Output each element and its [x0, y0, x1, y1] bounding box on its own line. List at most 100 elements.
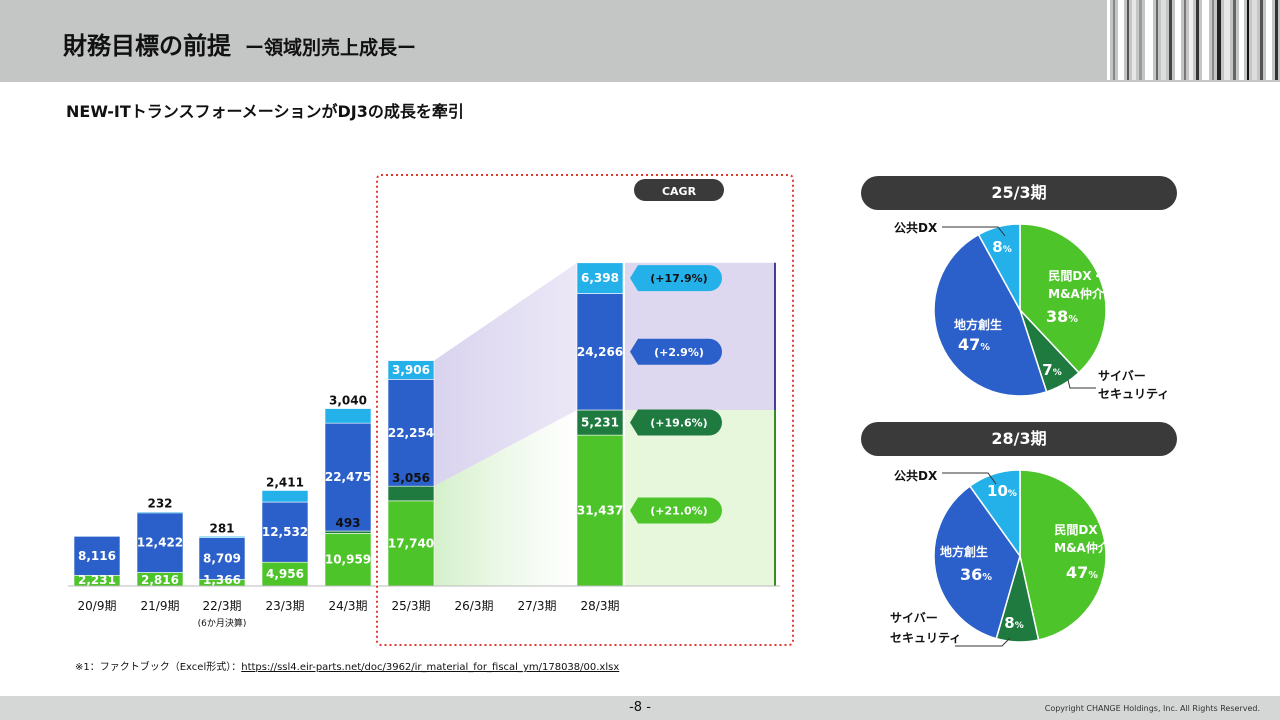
bar-segment [324, 422, 372, 532]
bar-segment [324, 530, 372, 534]
pie-value-private: 38% [1046, 307, 1078, 326]
pie-label-cyber-line2: セキュリティ [890, 631, 961, 645]
bar-segment [73, 536, 121, 576]
pie-leader-public [942, 472, 997, 485]
pie-percent-sign: % [982, 572, 992, 583]
data-label: 2,231 [78, 573, 116, 587]
forecast-frame [376, 174, 794, 646]
pie-value-public: 10% [987, 482, 1017, 500]
footnote: ※1：ファクトブック（Excel形式）：https://ssl4.eir-par… [75, 658, 619, 673]
cagr-title: CAGR [662, 185, 697, 198]
pie-slice [1019, 469, 1107, 641]
pie-slice [933, 233, 1048, 397]
pie-percent-sign: % [1015, 621, 1024, 631]
stacked-bar-chart: 2,231 8,116 2,816 12,422 232 1,366 8,709 281 4,9… [68, 174, 794, 646]
pie-value: 36 [960, 565, 982, 584]
x-tick-label: 28/3期 [581, 599, 620, 613]
cagr-value: (+2.9%) [654, 346, 704, 359]
pie-value-cyber: 7% [1042, 361, 1061, 379]
pie-value-regional: 36% [960, 565, 992, 584]
pie-percent-sign: % [1068, 314, 1078, 325]
pie-value: 10 [987, 482, 1008, 500]
bar-segment [198, 537, 246, 580]
pie-value: 47 [958, 335, 980, 354]
footnote-prefix: ※1：ファクトブック（Excel形式）： [75, 662, 242, 673]
data-label: 2,411 [266, 475, 304, 489]
cagr-value: (+21.0%) [650, 505, 707, 518]
cagr-pill [630, 409, 722, 436]
pie-label-regional: 地方創生 [954, 317, 1002, 332]
pie-label-public: 公共DX [894, 468, 938, 483]
bar-segment [576, 262, 624, 294]
data-label: 281 [209, 521, 234, 535]
data-label: 232 [147, 497, 172, 511]
data-label: 31,437 [577, 504, 623, 518]
pie-leader-cyber [1067, 379, 1096, 389]
footer-bar [0, 696, 1280, 720]
data-label: 22,254 [388, 426, 434, 440]
bar-segment [576, 434, 624, 587]
footnote-link[interactable]: https://ssl4.eir-parts.net/doc/3962/ir_m… [241, 662, 620, 673]
bar-segment [324, 408, 372, 424]
data-label: 24,266 [577, 345, 623, 359]
pie-percent-sign: % [1053, 368, 1062, 378]
data-label: 12,532 [262, 525, 308, 539]
data-label: 3,056 [392, 471, 430, 485]
bar-segment [198, 535, 246, 538]
bar-segment [261, 490, 309, 503]
bar-segment [576, 293, 624, 411]
copyright: Copyright CHANGE Holdings, Inc. All Righ… [1044, 704, 1260, 713]
data-label: 2,816 [141, 573, 179, 587]
pie-slice [968, 469, 1021, 559]
pie-value-public: 8% [992, 238, 1011, 256]
x-tick-label: 22/3期 [203, 599, 242, 613]
pie-label-private-line2: M&A仲介 [1048, 286, 1105, 301]
pie-slice [977, 223, 1021, 311]
data-label: 8,116 [78, 549, 116, 563]
bar-segment [387, 360, 435, 380]
pie-value: 7 [1042, 361, 1052, 379]
data-label: 5,231 [581, 416, 619, 430]
data-label: 3,906 [392, 363, 430, 377]
page-title-sub: ー領域別売上成長ー [245, 37, 417, 59]
pie-slice [1019, 223, 1107, 374]
growth-band-regional [434, 262, 577, 487]
pie-label-cyber-line1: サイバー [1098, 369, 1146, 383]
x-tick-label: 21/9期 [141, 599, 180, 613]
data-label: 1,366 [203, 573, 241, 587]
pie-percent-sign: % [1088, 570, 1098, 581]
page-title-main: 財務目標の前提 [63, 32, 231, 60]
bar-segment [387, 379, 435, 487]
pie-value: 47 [1066, 563, 1088, 582]
data-label: 22,475 [325, 470, 371, 484]
cagr-value: (+19.6%) [650, 417, 707, 430]
data-label: 8,709 [203, 552, 241, 566]
page-title: 財務目標の前提 ー領域別売上成長ー [63, 26, 416, 61]
x-tick-label: 26/3期 [455, 599, 494, 613]
pie-label-cyber-line1: サイバー [890, 611, 938, 625]
data-label: 6,398 [581, 271, 619, 285]
lead-text: NEW-ITトランスフォーメーションがDJ3の成長を牽引 [66, 102, 464, 121]
bar-segment [387, 485, 435, 502]
bar-segment [324, 533, 372, 587]
pie-percent-sign: % [1003, 245, 1012, 255]
pie-1-title: 25/3期 [861, 176, 1177, 210]
pie-percent-sign: % [1008, 489, 1017, 499]
pie-value-cyber: 8% [1004, 614, 1023, 632]
pie-leader-cyber [955, 637, 1011, 647]
data-label: 4,956 [266, 567, 304, 581]
pie-label-public: 公共DX [894, 220, 938, 235]
barcode-decoration [1105, 0, 1280, 80]
pie-value: 38 [1046, 307, 1068, 326]
pie-label-regional: 地方創生 [940, 544, 988, 559]
cagr-header [634, 179, 724, 201]
pie-2-title: 28/3期 [861, 422, 1177, 456]
bar-segment [387, 500, 435, 587]
bar-segment [576, 409, 624, 436]
x-tick-label: 25/3期 [392, 599, 431, 613]
pie-label-private-line2: M&A仲介 [1054, 540, 1111, 555]
data-label: 17,740 [388, 536, 434, 550]
data-label: 3,040 [329, 394, 367, 408]
x-tick-label: 20/9期 [78, 599, 117, 613]
